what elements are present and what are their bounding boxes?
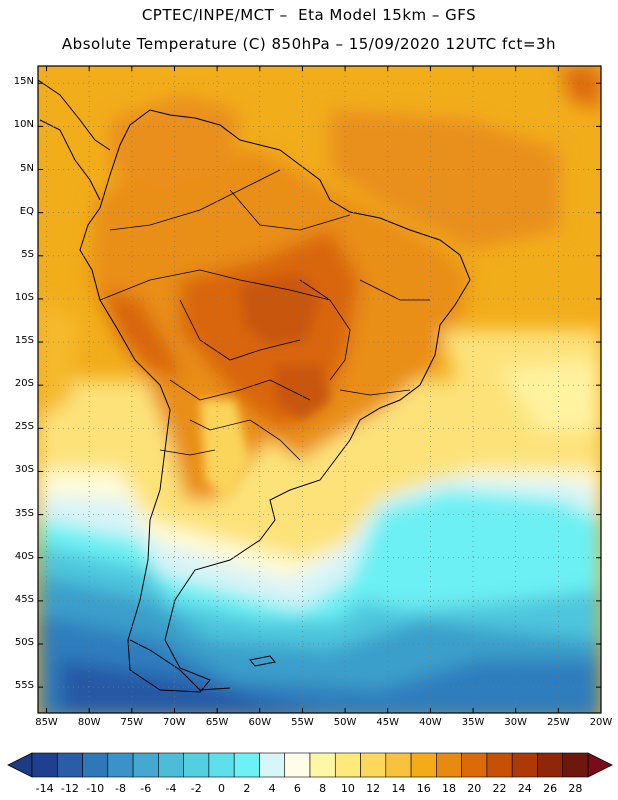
colorbar-cell	[31, 752, 58, 778]
lon-label: 40W	[419, 717, 442, 728]
colorbar-cell	[233, 752, 260, 778]
colorbar-cell	[309, 752, 336, 778]
colorbar-cell	[208, 752, 235, 778]
colorbar-cell	[436, 752, 462, 778]
colorbar-cell	[410, 752, 437, 778]
colorbar-label: 8	[319, 782, 327, 795]
colorbar-label: -8	[114, 782, 126, 795]
title-line-1: CPTEC/INPE/MCT – Eta Model 15km – GFS	[141, 6, 477, 24]
colorbar-label: 2	[243, 782, 251, 795]
lon-label: 80W	[77, 717, 101, 728]
lat-label: 35S	[14, 507, 34, 519]
colorbar-cell	[107, 752, 134, 778]
colorbar-label: -6	[140, 782, 152, 795]
colorbar-under-triangle	[7, 752, 33, 778]
lat-label: 10N	[13, 119, 34, 131]
colorbar-label: -10	[86, 782, 105, 795]
colorbar-label: 14	[391, 782, 406, 795]
country-borders	[99, 169, 430, 461]
colorbar-label: 18	[442, 782, 456, 795]
colorbar-cell	[158, 752, 184, 778]
lon-label: 55W	[291, 717, 314, 728]
lon-label: 75W	[120, 717, 144, 728]
lat-label: 30S	[14, 464, 34, 476]
lat-label: 5N	[20, 162, 34, 174]
lon-label: 50W	[333, 717, 357, 728]
colorbar-label: 16	[416, 782, 431, 795]
title-line-2: Absolute Temperature (C) 850hPa – 15/09/…	[61, 35, 557, 53]
lon-label: 30W	[504, 717, 527, 728]
colorbar-cell	[334, 752, 361, 778]
axis-ticks	[38, 66, 602, 713]
colorbar-cell	[385, 752, 412, 778]
colorbar-label: 12	[366, 782, 381, 795]
lon-label: 35W	[461, 717, 485, 728]
colorbar-over-triangle	[587, 752, 613, 778]
colorbar-label: -14	[35, 782, 54, 795]
lat-label: 15S	[14, 335, 34, 347]
colorbar-label: -12	[60, 782, 79, 795]
lat-label: 10S	[14, 291, 34, 303]
lon-label: 60W	[248, 717, 272, 728]
lon-label: 70W	[163, 717, 186, 728]
colorbar-label: 10	[340, 782, 355, 795]
colorbar-cell	[82, 752, 109, 778]
colorbar-label: 6	[293, 782, 301, 795]
colorbar-cell	[132, 752, 159, 778]
colorbar-cell	[562, 752, 589, 778]
lon-label: 45W	[376, 717, 400, 728]
colorbar-label: 0	[218, 782, 226, 795]
colorbar-cell	[259, 752, 286, 778]
colorbar-label: -4	[165, 782, 177, 795]
colorbar-cell	[511, 752, 538, 778]
colorbar-label: 22	[492, 782, 507, 795]
lat-label: 50S	[14, 636, 34, 648]
lon-label: 20W	[589, 717, 613, 728]
lat-label: 55S	[14, 680, 34, 692]
colorbar-cell	[284, 752, 311, 778]
colorbar-cell	[56, 752, 83, 778]
lon-label: 25W	[547, 717, 570, 728]
colorbar-cell	[360, 752, 387, 778]
lat-label: 20S	[14, 378, 34, 390]
colorbar-label: 20	[467, 782, 482, 795]
colorbar-label: 28	[568, 782, 583, 795]
lat-label: 15N	[13, 76, 34, 88]
lon-label: 65W	[205, 717, 229, 728]
lat-label: 5S	[21, 248, 34, 260]
colorbar-label: 4	[268, 782, 276, 795]
colorbar-cell	[537, 752, 564, 778]
lat-label: 40S	[14, 550, 34, 562]
colorbar-cell	[461, 752, 488, 778]
lon-label: 85W	[35, 717, 58, 728]
colorbar-label: -2	[190, 782, 202, 795]
colorbar-label: 26	[543, 782, 558, 795]
colorbar-cell	[486, 752, 513, 778]
lat-label: 45S	[14, 593, 34, 605]
lat-label: 25S	[14, 421, 34, 433]
lat-label: EQ	[19, 205, 34, 217]
map-frame	[37, 65, 602, 714]
colorbar-cell	[183, 752, 210, 778]
colorbar-label: 24	[517, 782, 532, 795]
